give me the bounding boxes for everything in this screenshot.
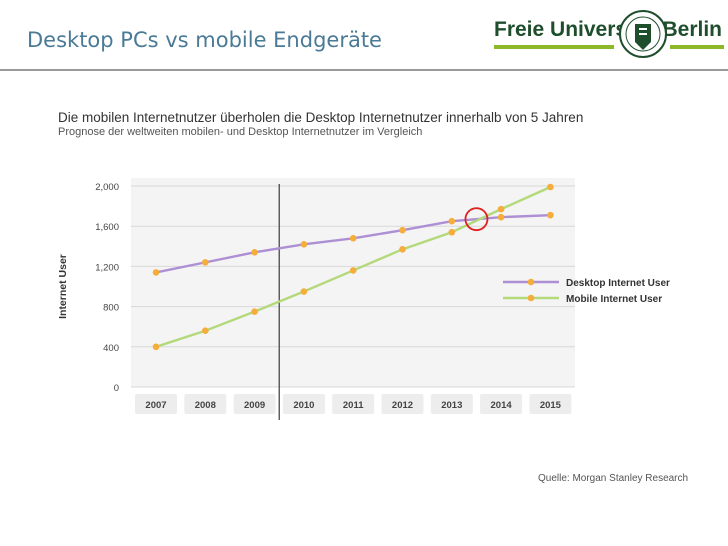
mobile-series-point bbox=[300, 288, 308, 295]
x-tick-box bbox=[233, 394, 276, 414]
desktop-series-point bbox=[202, 259, 209, 266]
legend-label: Mobile Internet User bbox=[566, 294, 662, 305]
desktop-series-point bbox=[152, 269, 160, 276]
x-tick-box bbox=[135, 394, 177, 414]
mobile-series-point bbox=[399, 246, 406, 253]
desktop-series-point bbox=[497, 213, 505, 221]
y-tick-label: 0 bbox=[114, 383, 119, 394]
mobile-series-point bbox=[497, 205, 505, 213]
x-tick-box bbox=[529, 394, 572, 414]
x-tick-label: 2012 bbox=[392, 400, 413, 411]
x-tick-label: 2010 bbox=[293, 400, 314, 411]
x-tick-box bbox=[480, 394, 523, 414]
mobile-series-point bbox=[547, 183, 554, 191]
desktop-series-point bbox=[251, 249, 258, 256]
y-tick-label: 800 bbox=[103, 303, 119, 314]
x-tick-box bbox=[184, 394, 227, 414]
x-tick-label: 2011 bbox=[343, 400, 364, 411]
x-tick-label: 2009 bbox=[244, 400, 265, 411]
desktop-series-point bbox=[448, 217, 456, 225]
x-tick-label: 2008 bbox=[195, 400, 216, 411]
x-tick-box bbox=[332, 394, 375, 414]
plot-background bbox=[131, 178, 575, 387]
x-tick-box bbox=[430, 394, 473, 414]
x-tick-label: 2007 bbox=[145, 400, 166, 411]
y-tick-label: 1,600 bbox=[95, 222, 119, 233]
chart-subtitle: Prognose der weltweiten mobilen- und Des… bbox=[58, 126, 423, 138]
source-note: Quelle: Morgan Stanley Research bbox=[538, 473, 689, 484]
university-logo: Freie Universität Berlin bbox=[494, 4, 724, 64]
legend-marker bbox=[527, 294, 535, 302]
mobile-series-point bbox=[448, 228, 456, 236]
chart-title: Die mobilen Internetnutzer überholen die… bbox=[58, 110, 584, 125]
x-tick-label: 2014 bbox=[491, 400, 513, 411]
legend-label: Desktop Internet User bbox=[566, 278, 670, 289]
mobile-series-point bbox=[349, 267, 357, 274]
x-tick-box bbox=[381, 394, 424, 414]
y-tick-label: 400 bbox=[103, 343, 119, 354]
university-seal-icon bbox=[619, 10, 667, 58]
logo-accent-bar bbox=[670, 45, 724, 49]
x-tick-label: 2015 bbox=[540, 400, 562, 411]
crossover-highlight bbox=[464, 207, 489, 232]
y-tick-label: 1,200 bbox=[95, 262, 119, 273]
legend-marker bbox=[527, 278, 535, 286]
x-tick-label: 2013 bbox=[441, 400, 462, 411]
x-tick-box bbox=[282, 394, 325, 414]
y-axis-label: Internet User bbox=[57, 254, 69, 319]
mobile-series-point bbox=[202, 327, 209, 335]
desktop-series-point bbox=[300, 240, 308, 248]
mobile-series-point bbox=[251, 308, 258, 315]
logo-text-right: Berlin bbox=[662, 18, 722, 41]
desktop-series-point bbox=[399, 226, 406, 234]
desktop-series-point bbox=[547, 211, 554, 219]
header-divider bbox=[0, 69, 728, 71]
desktop-series-point bbox=[349, 234, 357, 242]
y-tick-label: 2,000 bbox=[95, 182, 119, 193]
logo-text-left: Freie Universität bbox=[494, 18, 659, 41]
logo-accent-bar bbox=[494, 45, 614, 49]
mobile-series-point bbox=[152, 343, 160, 351]
slide-title: Desktop PCs vs mobile Endgeräte bbox=[27, 28, 382, 52]
